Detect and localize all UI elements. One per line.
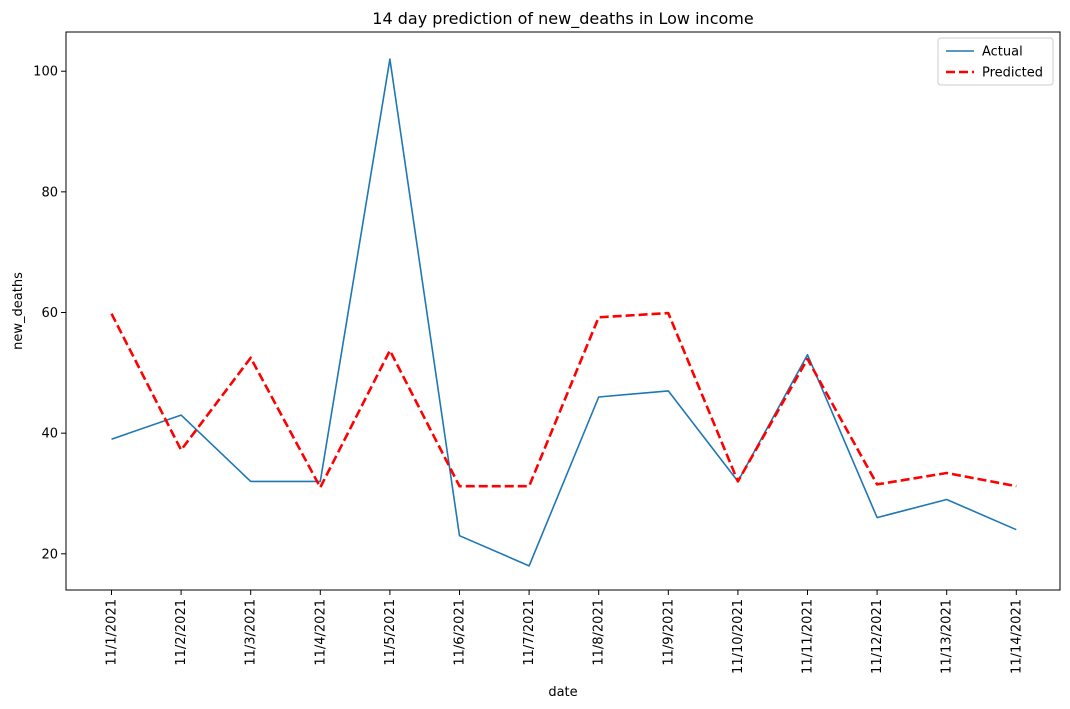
legend: Actual Predicted [937, 37, 1054, 86]
plot-frame [65, 31, 1061, 591]
y-tick-label: 40 [41, 427, 58, 442]
x-axis-label: date [548, 685, 577, 700]
x-tick-label: 11/11/2021 [801, 599, 816, 674]
x-tick-label: 11/12/2021 [870, 599, 885, 674]
y-tick-label: 60 [41, 306, 58, 321]
y-tick-label: 20 [41, 547, 58, 562]
x-tick-label: 11/2/2021 [174, 599, 189, 666]
x-tick-label: 11/4/2021 [313, 599, 328, 666]
series-line-actual [111, 58, 1017, 567]
x-tick-label: 11/9/2021 [661, 599, 676, 666]
series-line-predicted [110, 311, 1017, 489]
x-tick-label: 11/13/2021 [940, 599, 955, 674]
x-tick-label: 11/8/2021 [592, 599, 607, 666]
chart-title: 14 day prediction of new_deaths in Low i… [372, 9, 753, 29]
x-tick-label: 11/6/2021 [453, 599, 468, 666]
y-tick-label: 80 [41, 185, 58, 200]
x-tick-label: 11/3/2021 [244, 599, 259, 666]
x-tick-label: 11/5/2021 [383, 599, 398, 666]
legend-label: Predicted [982, 66, 1043, 81]
y-tick-label: 100 [33, 65, 58, 80]
x-tick-label: 11/7/2021 [522, 599, 537, 666]
x-tick-label: 11/14/2021 [1009, 599, 1024, 674]
x-tick-label: 11/10/2021 [731, 599, 746, 674]
y-axis-label: new_deaths [11, 272, 26, 350]
legend-label: Actual [982, 45, 1023, 60]
x-tick-label: 11/1/2021 [105, 599, 120, 666]
